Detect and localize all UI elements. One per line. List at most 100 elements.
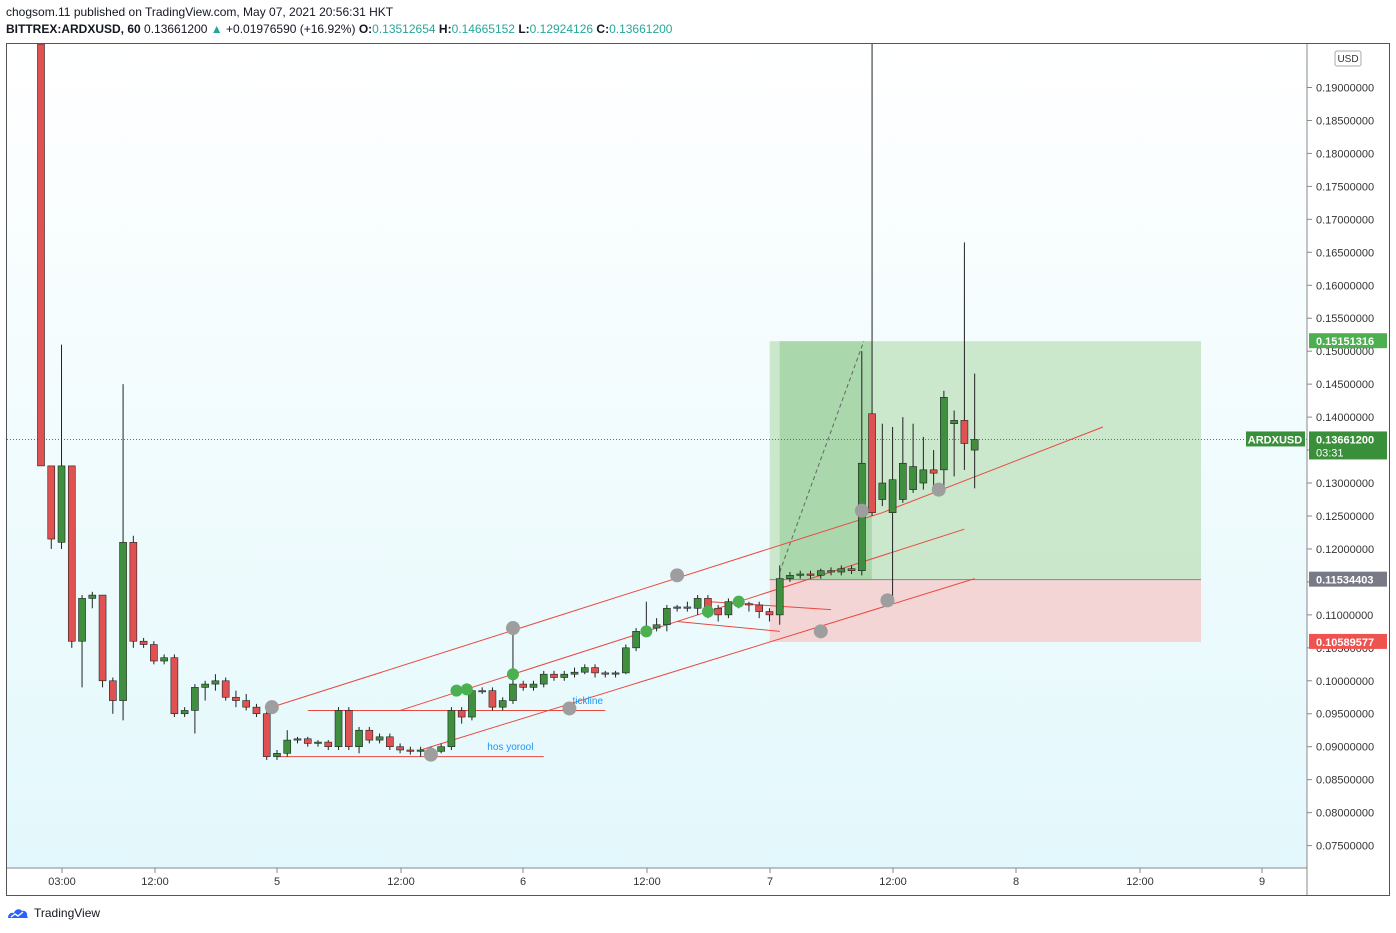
candle-body bbox=[355, 729, 363, 748]
candle bbox=[714, 604, 722, 622]
candle-body bbox=[252, 706, 261, 715]
candle bbox=[67, 465, 76, 648]
candle-body bbox=[139, 640, 148, 645]
y-tick-label: 0.19000000 bbox=[1316, 83, 1374, 95]
candle bbox=[816, 568, 825, 579]
candle bbox=[529, 680, 538, 691]
candle-body bbox=[67, 465, 76, 642]
entry-price-label: 0.11534403 bbox=[1316, 575, 1374, 587]
currency-box[interactable] bbox=[1334, 50, 1362, 67]
candle bbox=[878, 423, 887, 507]
candle bbox=[622, 644, 630, 675]
candle-body bbox=[837, 568, 846, 573]
stop-price-label: 0.10589577 bbox=[1316, 637, 1374, 649]
pivot-marker-grey bbox=[423, 747, 438, 762]
candle-body bbox=[580, 667, 589, 673]
candle-body bbox=[765, 611, 774, 616]
candle-body bbox=[970, 439, 979, 451]
trend-line[interactable] bbox=[271, 512, 883, 708]
candle-body bbox=[550, 673, 558, 678]
candle bbox=[755, 601, 764, 619]
pivot-marker-grey bbox=[931, 482, 946, 497]
y-tick-label: 0.15000000 bbox=[1316, 346, 1374, 358]
candle-body bbox=[98, 594, 107, 682]
candle-body bbox=[909, 466, 917, 490]
loss-zone[interactable] bbox=[769, 579, 1201, 642]
candle bbox=[355, 726, 363, 754]
candle-body bbox=[242, 700, 250, 708]
x-tick-label: 6 bbox=[520, 876, 526, 888]
y-tick-label: 0.14500000 bbox=[1316, 379, 1374, 391]
candle bbox=[437, 743, 445, 754]
candle bbox=[211, 674, 220, 691]
y-tick-label: 0.13000000 bbox=[1316, 478, 1374, 490]
candle bbox=[406, 746, 415, 755]
close-label: C: bbox=[596, 22, 610, 36]
candle bbox=[888, 426, 897, 602]
trend-line[interactable] bbox=[677, 620, 780, 632]
candle-body bbox=[293, 738, 302, 741]
candle-body bbox=[570, 671, 579, 675]
trend-line[interactable] bbox=[399, 528, 965, 711]
candle-body bbox=[888, 479, 897, 513]
candle bbox=[386, 733, 394, 751]
current-price-label: 0.13661200 bbox=[1316, 434, 1374, 446]
candle-body bbox=[88, 594, 97, 599]
candle-body bbox=[314, 741, 322, 744]
trend-line[interactable] bbox=[882, 426, 1104, 514]
candle bbox=[663, 604, 671, 632]
candle bbox=[673, 604, 681, 612]
current-price-label-bg bbox=[1309, 431, 1387, 460]
candle bbox=[591, 664, 599, 678]
candle-body bbox=[191, 687, 199, 711]
candle-body bbox=[283, 739, 292, 754]
candle bbox=[221, 677, 230, 701]
candle-body bbox=[437, 746, 445, 752]
signal-marker-green bbox=[732, 595, 745, 608]
y-tick-label: 0.09000000 bbox=[1316, 742, 1374, 754]
candle-body bbox=[375, 736, 384, 741]
candle-body bbox=[37, 43, 45, 467]
pivot-marker-grey bbox=[264, 700, 279, 715]
publish-info: chogsom.11 published on TradingView.com,… bbox=[6, 5, 394, 19]
candle-body bbox=[344, 710, 353, 748]
candle-body bbox=[509, 683, 517, 701]
open-label: O: bbox=[358, 22, 373, 36]
candle bbox=[78, 595, 86, 688]
trend-line[interactable] bbox=[420, 578, 975, 751]
up-arrow-icon: ▲ bbox=[210, 22, 223, 36]
x-tick-label: 5 bbox=[274, 876, 280, 888]
candle-body bbox=[560, 673, 569, 678]
candle bbox=[447, 707, 456, 751]
candle bbox=[344, 707, 353, 751]
y-tick-label: 0.12500000 bbox=[1316, 511, 1374, 523]
signal-marker-green bbox=[640, 625, 653, 638]
x-tick-label: 12:00 bbox=[141, 876, 169, 888]
last-price: 0.13661200 bbox=[144, 22, 208, 36]
candle bbox=[601, 670, 610, 678]
candle bbox=[396, 743, 404, 754]
candle bbox=[611, 670, 620, 678]
candle bbox=[806, 570, 815, 579]
close-value: 0.13661200 bbox=[609, 22, 673, 36]
x-tick-label: 9 bbox=[1259, 876, 1265, 888]
candle bbox=[293, 736, 302, 744]
annotation-hos-yorool: hos yorool bbox=[487, 742, 533, 753]
change-value: +0.01976590 (+16.92%) bbox=[226, 22, 356, 36]
ohlc-header: BITTREX:ARDXUSD, 60 0.13661200 ▲ +0.0197… bbox=[6, 22, 672, 36]
candle bbox=[98, 594, 107, 688]
candle bbox=[550, 670, 558, 681]
candle-body bbox=[950, 420, 958, 424]
candle bbox=[940, 390, 948, 487]
symbol-tag: ARDXUSD bbox=[1248, 434, 1302, 446]
candle bbox=[191, 684, 199, 734]
entry-price-label-bg bbox=[1309, 571, 1387, 587]
candle-body bbox=[806, 573, 815, 576]
candle bbox=[570, 667, 579, 678]
x-tick-label: 7 bbox=[767, 876, 773, 888]
candle bbox=[899, 417, 907, 503]
candle bbox=[283, 730, 292, 757]
candle bbox=[950, 410, 958, 477]
signal-marker-green bbox=[450, 684, 463, 697]
